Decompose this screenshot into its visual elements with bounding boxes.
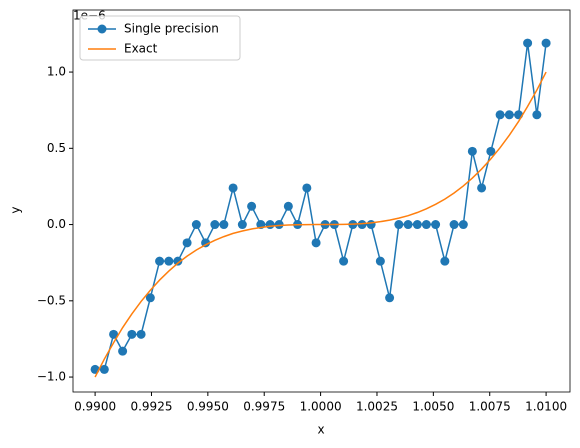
- point: [283, 201, 293, 211]
- point: [173, 256, 183, 266]
- point: [228, 183, 238, 193]
- point: [339, 256, 349, 266]
- point: [311, 238, 321, 248]
- point: [219, 220, 229, 230]
- x-tick-label: 1.0050: [412, 400, 454, 414]
- point: [366, 220, 376, 230]
- point: [164, 256, 174, 266]
- y-tick-label: 0.5: [47, 141, 66, 155]
- point: [458, 220, 468, 230]
- y-tick-label: −1.0: [37, 370, 66, 384]
- x-tick-label: 1.0025: [356, 400, 398, 414]
- point: [247, 201, 257, 211]
- x-tick-label: 1.0075: [469, 400, 511, 414]
- point: [412, 220, 422, 230]
- point: [145, 293, 155, 303]
- x-axis-label: x: [317, 423, 324, 437]
- point: [541, 38, 551, 48]
- legend-marker: [97, 24, 107, 34]
- x-tick-label: 0.9925: [130, 400, 172, 414]
- x-tick-label: 0.9975: [243, 400, 285, 414]
- point: [375, 256, 385, 266]
- point: [449, 220, 459, 230]
- y-axis-label: y: [9, 206, 23, 213]
- point: [495, 110, 505, 120]
- legend-box: [79, 15, 241, 61]
- y-tick-label: −0.5: [37, 293, 66, 307]
- series-line: [94, 71, 547, 378]
- legend-label: Single precision: [124, 22, 219, 36]
- point: [191, 220, 201, 230]
- axes-frame: [72, 9, 571, 393]
- point: [523, 38, 533, 48]
- point: [385, 293, 395, 303]
- point: [99, 364, 109, 374]
- point: [210, 220, 220, 230]
- point: [477, 183, 487, 193]
- y-tick-label: 0.0: [47, 217, 66, 231]
- point: [237, 220, 247, 230]
- point: [302, 183, 312, 193]
- x-tick-label: 1.0100: [525, 400, 567, 414]
- legend-label: Exact: [124, 42, 158, 56]
- series-line: [95, 42, 547, 371]
- point: [504, 110, 514, 120]
- point: [532, 110, 542, 120]
- point: [440, 256, 450, 266]
- point: [467, 146, 477, 156]
- point: [403, 220, 413, 230]
- point: [431, 220, 441, 230]
- x-tick-label: 0.9950: [187, 400, 229, 414]
- point: [118, 346, 128, 356]
- point: [357, 220, 367, 230]
- point: [486, 146, 496, 156]
- point: [136, 329, 146, 339]
- point: [394, 220, 404, 230]
- point: [109, 329, 119, 339]
- x-tick-label: 1.0000: [300, 400, 342, 414]
- y-tick-label: 1.0: [47, 65, 66, 79]
- x-tick-label: 0.9900: [74, 400, 116, 414]
- point: [155, 256, 165, 266]
- point: [182, 238, 192, 248]
- point: [265, 220, 275, 230]
- point: [127, 329, 137, 339]
- point: [421, 220, 431, 230]
- point: [201, 238, 211, 248]
- point: [274, 220, 284, 230]
